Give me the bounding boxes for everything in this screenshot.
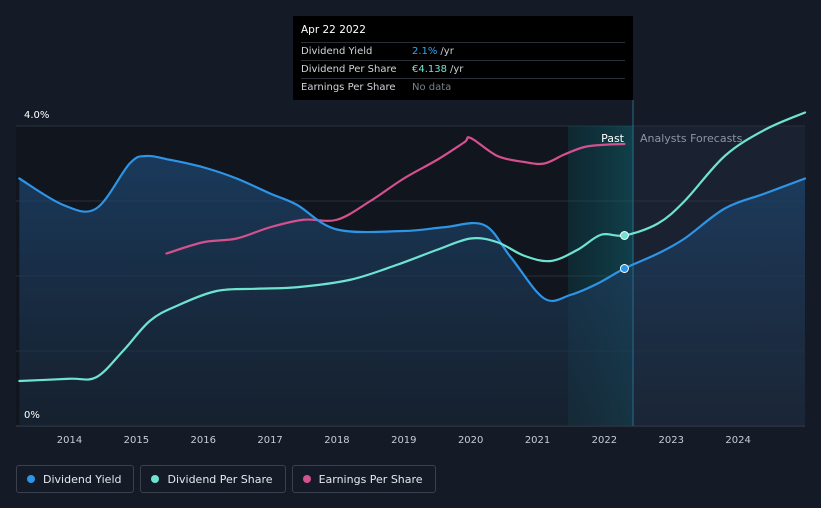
tooltip-date: Apr 22 2022 [301, 24, 366, 36]
y-tick-label-bottom: 0% [24, 410, 40, 421]
forecast-label: Analysts Forecasts [640, 132, 743, 145]
dividend-yield-area [19, 155, 806, 427]
legend-label: Dividend Yield [43, 472, 122, 486]
highlight-point [619, 231, 629, 240]
highlight-point [619, 264, 629, 273]
tooltip: Apr 22 2022 Dividend Yield 2.1% /yr Divi… [293, 16, 633, 100]
x-tick-label: 2017 [257, 435, 282, 446]
legend-item-dividend-per-share[interactable]: Dividend Per Share [140, 465, 286, 493]
tooltip-value: 2.1% [412, 46, 438, 57]
legend: Dividend Yield Dividend Per Share Earnin… [16, 465, 436, 493]
legend-dot-icon [27, 475, 35, 483]
tooltip-unit: /yr [440, 46, 454, 57]
legend-item-earnings-per-share[interactable]: Earnings Per Share [291, 465, 436, 493]
x-tick-label: 2019 [391, 435, 416, 446]
tooltip-label: Earnings Per Share [301, 82, 396, 93]
tooltip-row-dividend-yield: Dividend Yield 2.1% /yr [301, 42, 625, 60]
legend-dot-icon [302, 475, 311, 483]
tooltip-label: Dividend Yield [301, 46, 373, 57]
x-tick-label: 2021 [525, 435, 550, 446]
x-tick-label: 2016 [190, 435, 215, 446]
tooltip-row-dividend-per-share: Dividend Per Share €4.138 /yr [301, 60, 625, 78]
tooltip-value: No data [412, 82, 452, 93]
tooltip-value: €4.138 [412, 64, 447, 75]
series-lines [18, 111, 807, 383]
past-label: Past [601, 132, 625, 145]
tooltip-label: Dividend Per Share [301, 64, 397, 75]
series-line-dividend-yield [18, 154, 807, 303]
x-tick-label: 2020 [458, 435, 483, 446]
x-tick-label: 2018 [324, 435, 349, 446]
legend-label: Earnings Per Share [318, 472, 423, 486]
highlight-markers [619, 231, 629, 273]
series-line-earnings-per-share [165, 136, 626, 255]
y-tick-label-top: 4.0% [24, 110, 49, 121]
x-tick-label: 2022 [592, 435, 617, 446]
legend-dot-icon [151, 475, 160, 483]
tooltip-row-earnings-per-share: Earnings Per Share No data [301, 78, 625, 96]
tooltip-unit: /yr [450, 64, 464, 75]
legend-label: Dividend Per Share [167, 472, 273, 486]
x-tick-label: 2015 [124, 435, 149, 446]
legend-item-dividend-yield[interactable]: Dividend Yield [16, 465, 135, 493]
series-line-dividend-per-share [18, 111, 807, 383]
x-tick-label: 2014 [57, 435, 82, 446]
x-tick-label: 2023 [659, 435, 684, 446]
x-axis-ticks: 2014 2015 2016 2017 2018 2019 2020 2021 2022 2023… [57, 435, 751, 446]
x-tick-label: 2024 [725, 435, 750, 446]
